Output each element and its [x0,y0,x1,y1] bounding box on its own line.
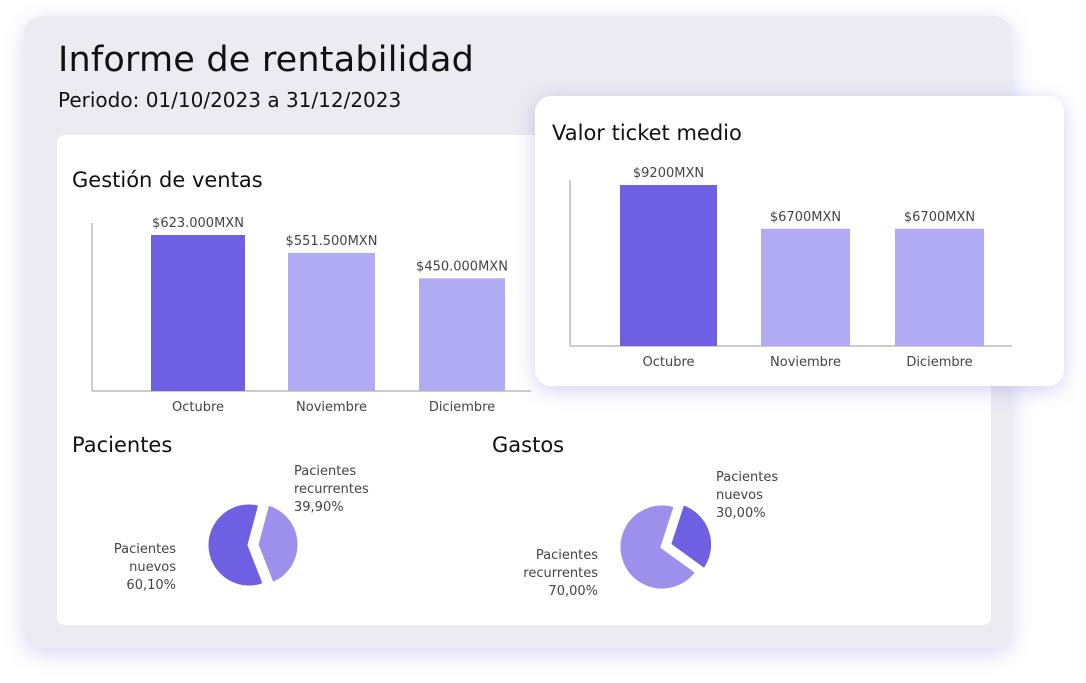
report-title: Informe de rentabilidad [58,40,475,80]
ticket-card: Valor ticket medio $9200MXN Octubre $6700M… [535,96,1064,386]
category-label: Octubre [642,355,694,370]
bar-noviembre [761,228,850,346]
ticket-bar-chart: $9200MXN Octubre $6700MXN Noviembre $6700MXN… [569,166,1012,370]
pacientes-pie-chart [205,501,301,589]
gastos-title: Gastos [492,433,565,457]
category-label: Octubre [172,400,224,415]
bar-value-label: $551.500MXN [286,234,378,249]
pacientes-title: Pacientes [72,433,173,457]
bar-diciembre [895,228,984,346]
ticket-title: Valor ticket medio [552,121,742,145]
bar-noviembre [288,252,375,391]
bar-octubre [151,235,245,391]
bar-value-label: $450.000MXN [416,259,508,274]
pie-slice [617,502,699,592]
ventas-title: Gestión de ventas [72,168,263,192]
gastos-recurrentes-label: Pacientes recurrentes 70,00% [523,548,598,599]
bar-value-label: $6700MXN [904,210,975,225]
gastos-nuevos-label: Pacientes nuevos 30,00% [716,470,779,521]
pie-slice [667,501,715,572]
bar-value-label: $9200MXN [633,166,704,181]
gastos-pie-chart [617,501,715,592]
report-period: Periodo: 01/10/2023 a 31/12/2023 [58,88,402,112]
category-label: Diciembre [906,355,972,370]
pacientes-nuevos-label: Pacientes nuevos 60,10% [113,542,176,593]
bar-octubre [620,185,717,346]
category-label: Noviembre [770,355,841,370]
bar-value-label: $6700MXN [770,210,841,225]
ventas-bar-chart: $623.000MXN Octubre $551.500MXN Noviembre $4… [91,216,531,415]
category-label: Diciembre [429,400,495,415]
pie-slice [205,501,267,589]
pie-slice [255,502,301,586]
bar-value-label: $623.000MXN [152,216,244,231]
bar-diciembre [419,278,505,391]
pacientes-recurrentes-label: Pacientes recurrentes 39,90% [294,464,369,515]
category-label: Noviembre [296,400,367,415]
